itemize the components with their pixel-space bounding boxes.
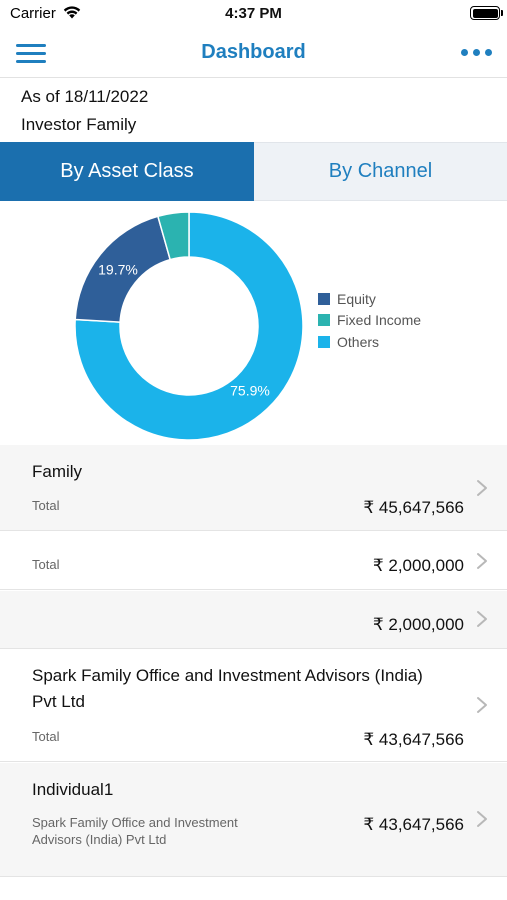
legend-swatch-fixed-income xyxy=(318,314,330,327)
chevron-right-icon xyxy=(477,811,487,827)
investor-family-name: Investor Family xyxy=(21,115,137,134)
chart-legend: Equity Fixed Income Others xyxy=(318,288,421,353)
donut-slice-fixed-income xyxy=(156,211,190,261)
more-options-icon[interactable] xyxy=(461,46,493,60)
list-item-total[interactable]: Total ₹ 2,000,000 xyxy=(0,532,507,590)
list-item-family[interactable]: Family Total ₹ 45,647,566 xyxy=(0,445,507,531)
row-subtitle: Spark Family Office and Investment Advis… xyxy=(32,815,238,847)
chevron-right-icon xyxy=(477,611,487,627)
row-title: Spark Family Office and Investment Advis… xyxy=(32,666,423,711)
row-subtitle: Total xyxy=(32,729,60,744)
status-time: 4:37 PM xyxy=(225,5,282,22)
list-item-amount[interactable]: ₹ 2,000,000 xyxy=(0,591,507,649)
legend-item-fixed-income: Fixed Income xyxy=(318,310,421,332)
carrier-label: Carrier xyxy=(10,5,56,22)
battery-tip xyxy=(501,10,503,16)
page-title: Dashboard xyxy=(201,41,306,63)
data-label-others: 75.9% xyxy=(230,383,270,399)
data-label-equity: 19.7% xyxy=(98,262,138,278)
legend-item-equity: Equity xyxy=(318,288,421,310)
legend-label: Equity xyxy=(337,290,376,307)
list-item-spark-family-office[interactable]: Spark Family Office and Investment Advis… xyxy=(0,650,507,762)
as-of-date: As of 18/11/2022 xyxy=(21,87,149,106)
donut-chart: 75.9% 19.7% xyxy=(74,211,304,441)
row-amount: ₹ 43,647,566 xyxy=(363,730,464,749)
chevron-right-icon xyxy=(477,480,487,496)
legend-swatch-others xyxy=(318,335,330,348)
legend-label: Fixed Income xyxy=(337,312,422,329)
hamburger-menu-icon[interactable] xyxy=(16,44,46,64)
navigation-bar: Dashboard xyxy=(0,30,507,78)
list-item-individual1[interactable]: Individual1 Spark Family Office and Inve… xyxy=(0,763,507,877)
row-amount: ₹ 2,000,000 xyxy=(372,615,464,634)
tab-bar: By Asset Class By Channel xyxy=(0,142,507,201)
wifi-icon xyxy=(63,6,81,19)
battery-icon xyxy=(470,6,500,20)
tab-by-channel[interactable]: By Channel xyxy=(254,142,507,201)
legend-label: Others xyxy=(337,333,380,350)
asset-allocation-chart: 75.9% 19.7% xyxy=(0,201,507,445)
row-amount: ₹ 43,647,566 xyxy=(363,815,464,834)
status-bar: Carrier 4:37 PM xyxy=(0,0,507,30)
tab-by-asset-class[interactable]: By Asset Class xyxy=(0,142,254,201)
donut-slice-others xyxy=(74,211,304,441)
chevron-right-icon xyxy=(477,553,487,569)
row-amount: ₹ 2,000,000 xyxy=(372,556,464,575)
legend-item-others: Others xyxy=(318,331,421,353)
row-amount: ₹ 45,647,566 xyxy=(363,498,464,517)
row-title: Individual1 xyxy=(32,780,114,799)
legend-swatch-equity xyxy=(318,292,330,305)
row-subtitle: Total xyxy=(32,498,60,513)
row-subtitle: Total xyxy=(32,557,60,572)
chevron-right-icon xyxy=(477,697,487,713)
row-title: Family xyxy=(32,462,83,481)
